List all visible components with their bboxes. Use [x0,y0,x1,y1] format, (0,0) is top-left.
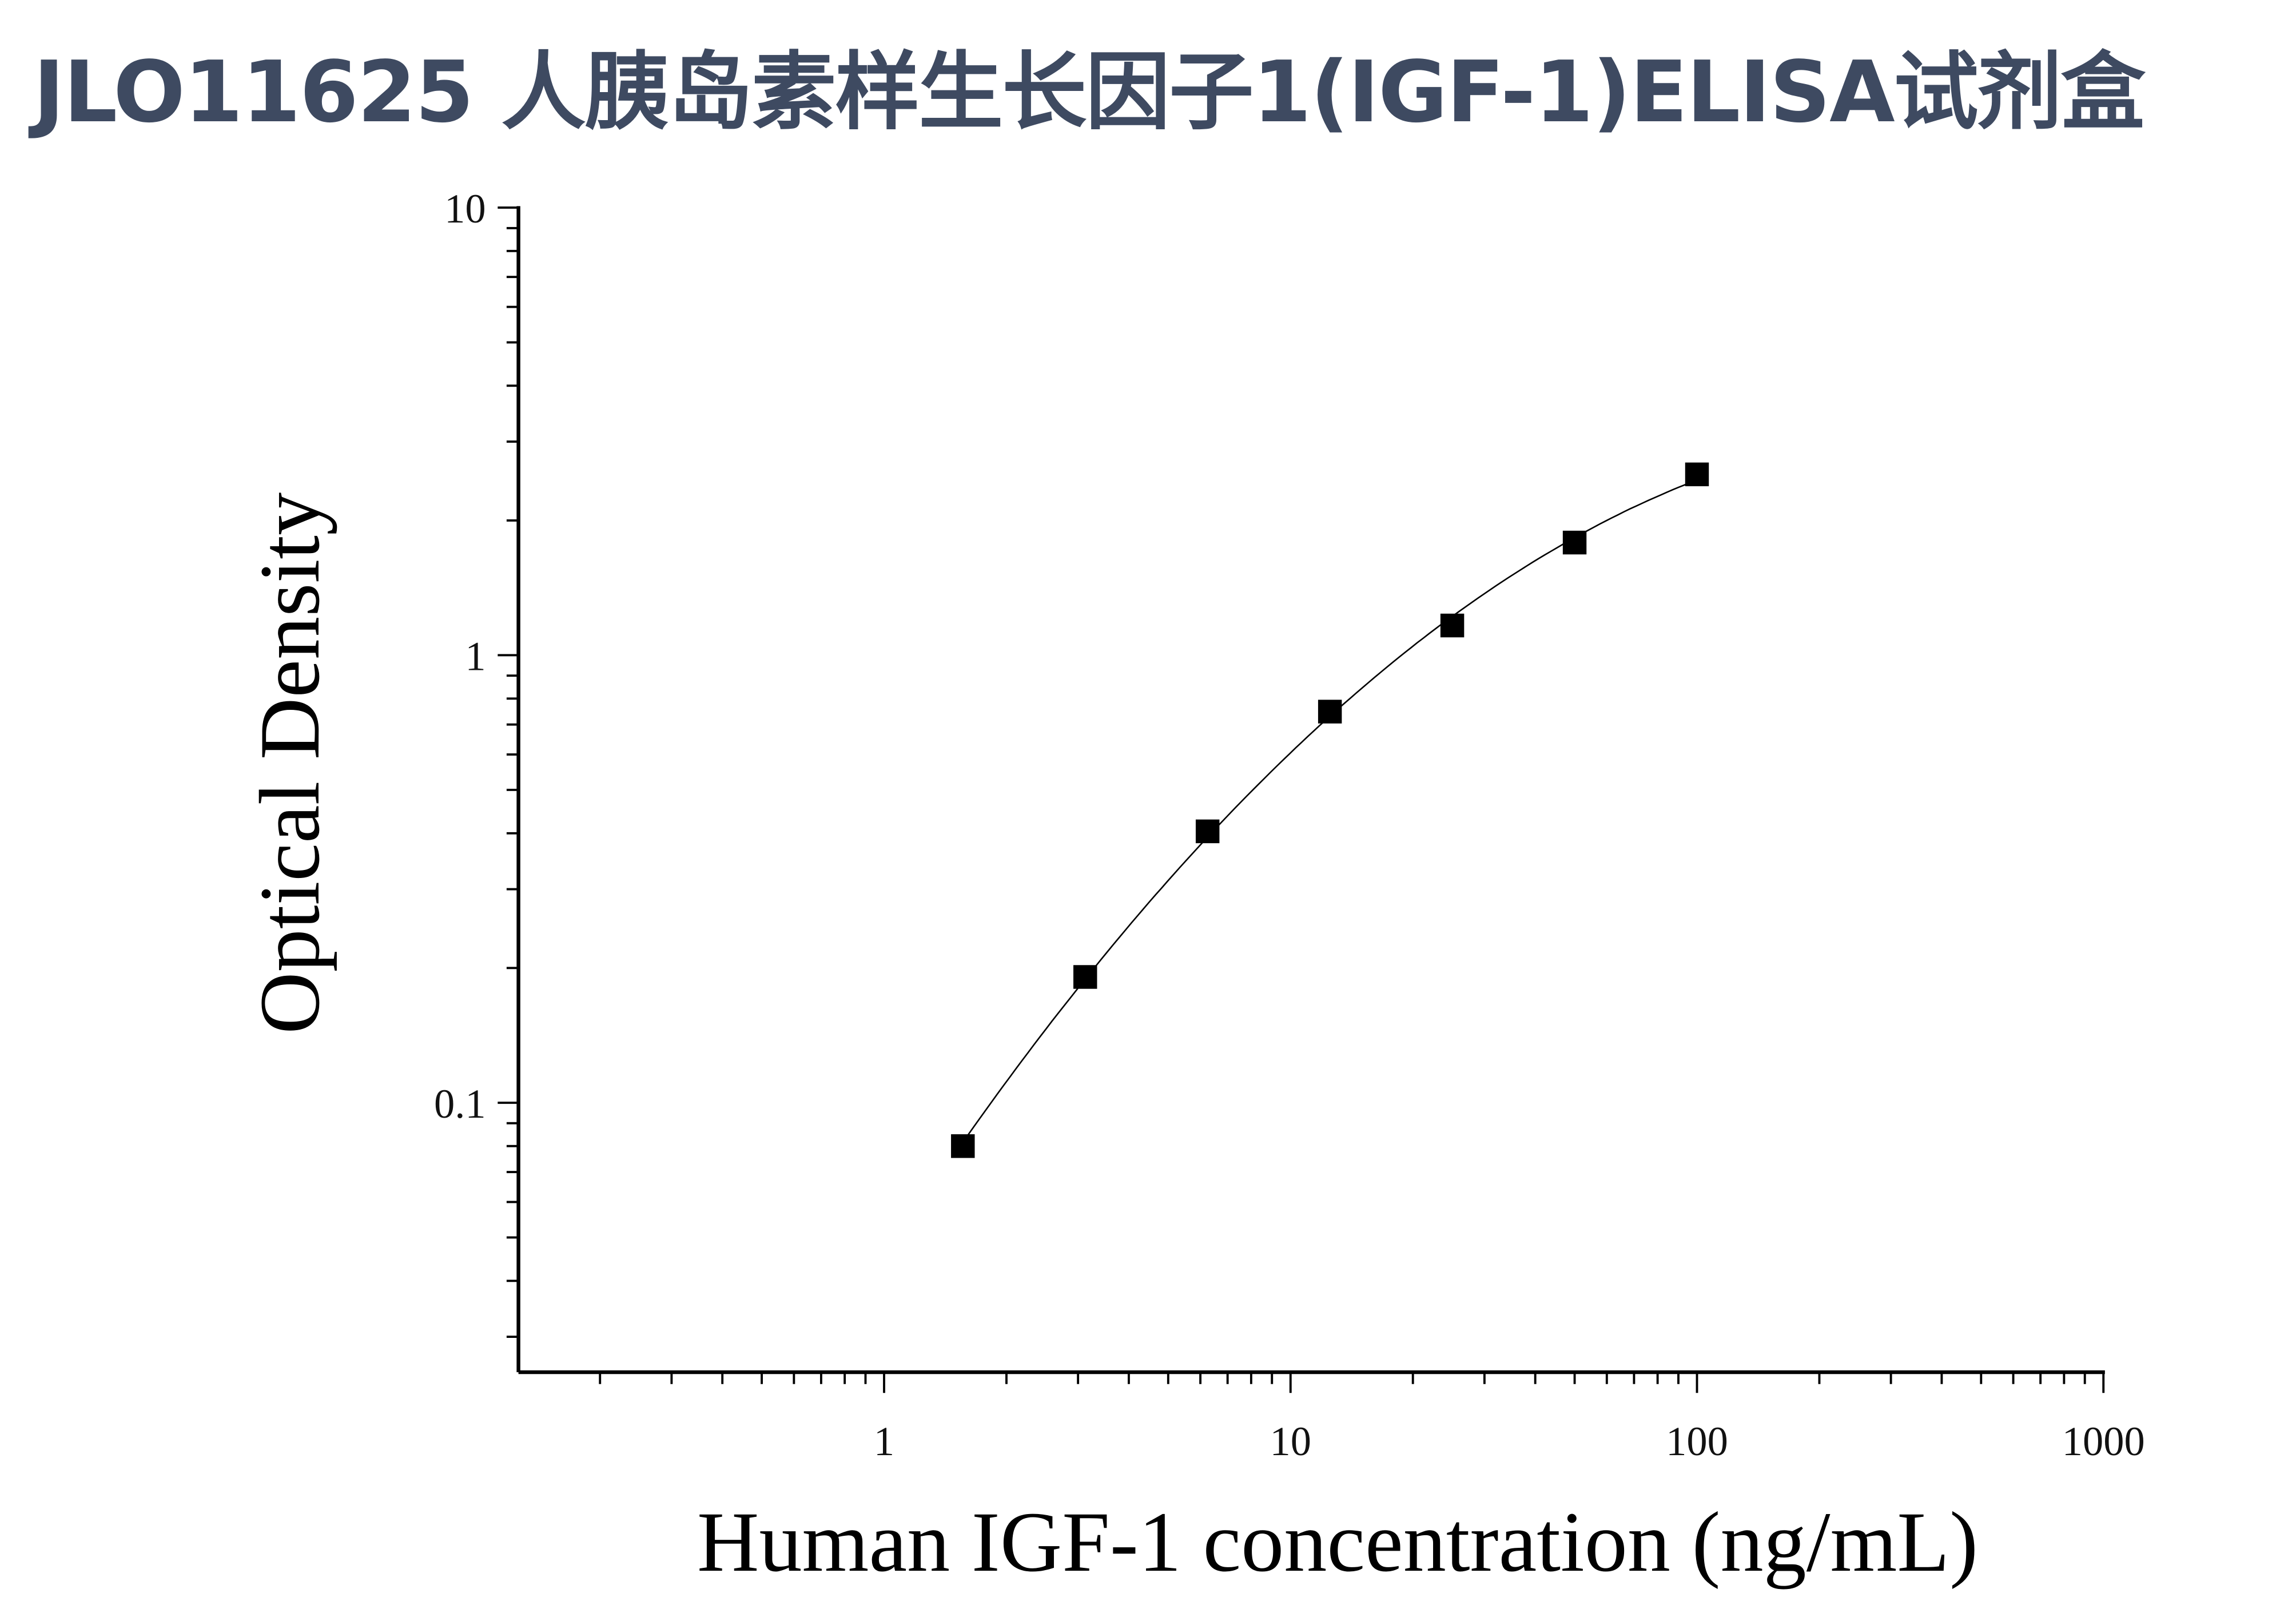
data-point [1195,819,1220,844]
data-point [1562,530,1587,555]
ticks: 1 10 100 1000 0.1 1 10 [434,185,2145,1464]
fit-curve [966,479,1697,1137]
data-points [951,462,1709,1158]
y-tick-label: 1 [465,633,486,679]
data-point [1318,700,1342,724]
data-point [1685,462,1709,487]
x-axis-label: Human IGF-1 concentration (ng/mL) [697,1495,1978,1590]
data-point [1440,613,1465,638]
y-tick-label: 0.1 [434,1080,486,1127]
data-point [1073,965,1097,989]
x-tick-label: 10 [1270,1418,1312,1464]
x-tick-label: 100 [1666,1418,1728,1464]
data-point [951,1134,975,1158]
y-axis-label: Optical Density [242,492,337,1034]
page-title: JLO11625 人胰岛素样生长因子1(IGF-1)ELISA试剂盒 [33,43,2146,141]
y-tick-label: 10 [444,185,486,232]
x-tick-label: 1000 [2062,1418,2145,1464]
x-tick-label: 1 [874,1418,894,1464]
axes [516,206,2105,1374]
